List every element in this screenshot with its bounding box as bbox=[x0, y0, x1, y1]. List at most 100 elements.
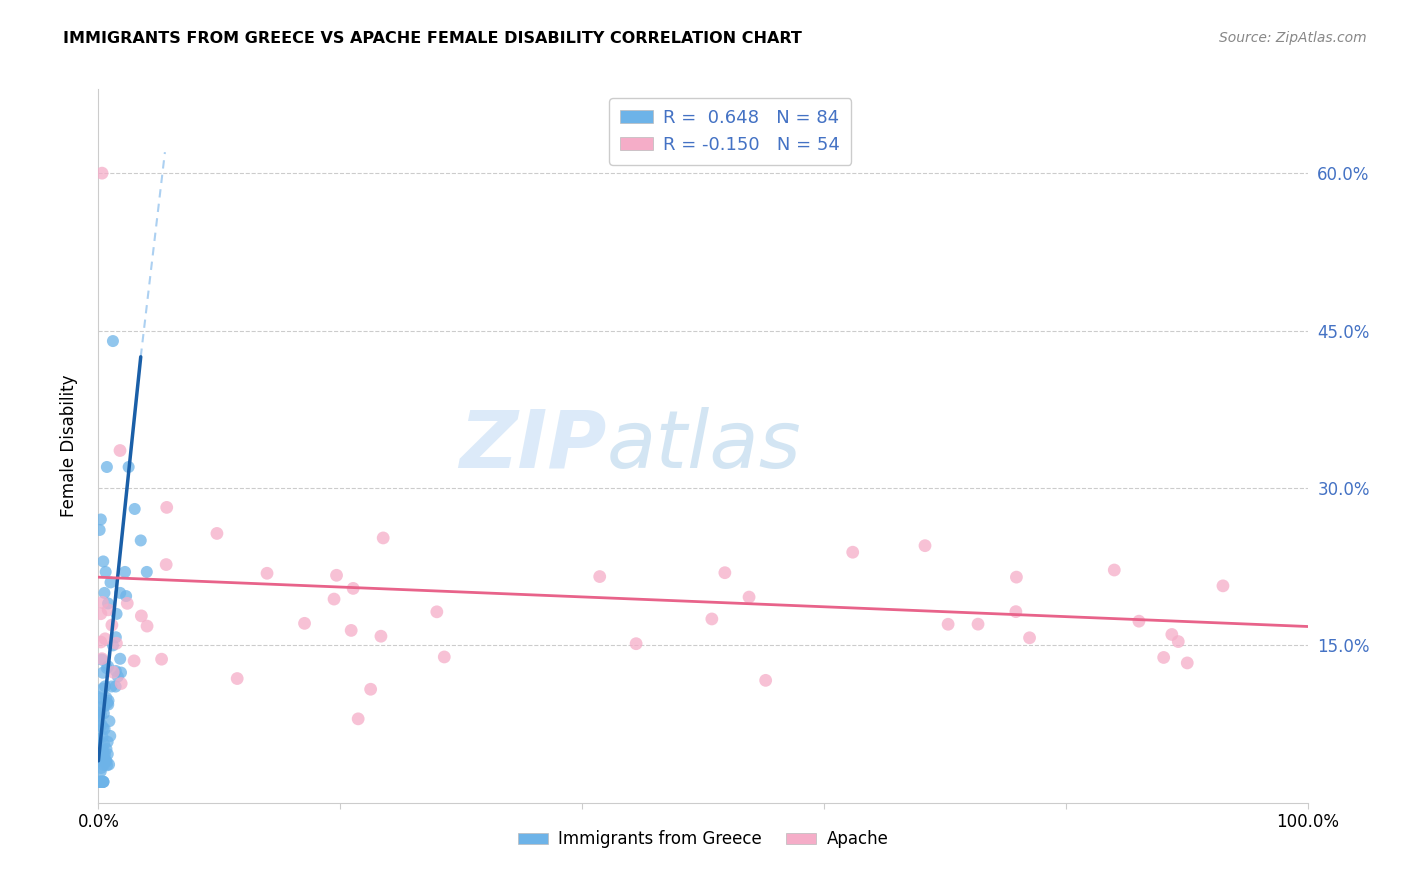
Point bbox=[90, 635, 112, 649]
Point bbox=[97, 747, 120, 761]
Point bbox=[108, 652, 131, 666]
Point bbox=[90, 607, 112, 621]
Point bbox=[89, 774, 111, 789]
Point bbox=[93, 706, 115, 721]
Point bbox=[1005, 605, 1028, 619]
Point bbox=[107, 669, 129, 683]
Point bbox=[87, 690, 110, 705]
Point bbox=[93, 699, 115, 714]
Point bbox=[841, 545, 863, 559]
Point bbox=[589, 569, 612, 583]
Legend: Immigrants from Greece, Apache: Immigrants from Greece, Apache bbox=[510, 824, 896, 855]
Point bbox=[135, 565, 157, 579]
Point bbox=[105, 607, 128, 621]
Point bbox=[87, 774, 110, 789]
Point bbox=[89, 719, 111, 733]
Point bbox=[98, 757, 121, 772]
Point bbox=[426, 605, 449, 619]
Point bbox=[105, 636, 128, 650]
Point bbox=[1212, 579, 1234, 593]
Point bbox=[104, 630, 127, 644]
Point bbox=[97, 603, 120, 617]
Point bbox=[96, 690, 118, 705]
Point bbox=[87, 709, 110, 723]
Text: atlas: atlas bbox=[606, 407, 801, 485]
Point bbox=[97, 596, 120, 610]
Point bbox=[93, 722, 115, 736]
Point bbox=[96, 742, 118, 756]
Point bbox=[91, 681, 114, 696]
Point bbox=[91, 721, 114, 735]
Point bbox=[97, 698, 120, 712]
Point bbox=[294, 616, 316, 631]
Point bbox=[90, 512, 112, 526]
Point bbox=[90, 652, 112, 666]
Point bbox=[90, 774, 112, 789]
Point bbox=[1018, 631, 1040, 645]
Point bbox=[370, 629, 392, 643]
Point bbox=[89, 745, 111, 759]
Point bbox=[226, 672, 249, 686]
Point bbox=[108, 586, 131, 600]
Point bbox=[98, 714, 121, 728]
Point bbox=[91, 742, 114, 756]
Point bbox=[433, 649, 456, 664]
Point bbox=[91, 744, 114, 758]
Point bbox=[96, 661, 118, 675]
Point bbox=[373, 531, 395, 545]
Point bbox=[91, 554, 114, 568]
Point bbox=[91, 665, 114, 680]
Point bbox=[94, 747, 117, 762]
Point bbox=[108, 443, 131, 458]
Point bbox=[94, 565, 117, 579]
Point bbox=[1128, 614, 1150, 628]
Point bbox=[90, 761, 112, 775]
Point bbox=[100, 575, 122, 590]
Point bbox=[340, 624, 363, 638]
Point bbox=[104, 664, 127, 678]
Point bbox=[100, 680, 122, 694]
Point bbox=[96, 758, 118, 772]
Point bbox=[1160, 627, 1182, 641]
Point bbox=[90, 774, 112, 789]
Point bbox=[110, 665, 132, 680]
Point bbox=[93, 737, 115, 751]
Point bbox=[87, 774, 110, 789]
Point bbox=[323, 592, 346, 607]
Point bbox=[122, 654, 145, 668]
Point bbox=[94, 632, 117, 646]
Point bbox=[118, 460, 141, 475]
Point bbox=[97, 735, 120, 749]
Point bbox=[90, 774, 112, 789]
Point bbox=[1175, 656, 1198, 670]
Point bbox=[91, 749, 114, 764]
Text: ZIP: ZIP bbox=[458, 407, 606, 485]
Point bbox=[97, 693, 120, 707]
Point bbox=[131, 608, 153, 623]
Point bbox=[90, 764, 112, 779]
Point bbox=[96, 696, 118, 710]
Point bbox=[87, 743, 110, 757]
Point bbox=[91, 747, 114, 762]
Point bbox=[115, 589, 138, 603]
Point bbox=[117, 596, 139, 610]
Point bbox=[91, 595, 114, 609]
Point bbox=[94, 679, 117, 693]
Point bbox=[129, 533, 152, 548]
Point bbox=[87, 706, 110, 720]
Point bbox=[93, 774, 115, 789]
Point bbox=[89, 523, 111, 537]
Point bbox=[93, 758, 115, 772]
Point bbox=[90, 699, 112, 714]
Point bbox=[101, 334, 124, 348]
Point bbox=[124, 502, 146, 516]
Point bbox=[101, 618, 124, 632]
Point bbox=[96, 754, 118, 768]
Point bbox=[110, 676, 132, 690]
Point bbox=[914, 539, 936, 553]
Point bbox=[98, 729, 121, 743]
Point bbox=[90, 651, 112, 665]
Point bbox=[93, 586, 115, 600]
Point bbox=[1104, 563, 1126, 577]
Point bbox=[87, 731, 110, 746]
